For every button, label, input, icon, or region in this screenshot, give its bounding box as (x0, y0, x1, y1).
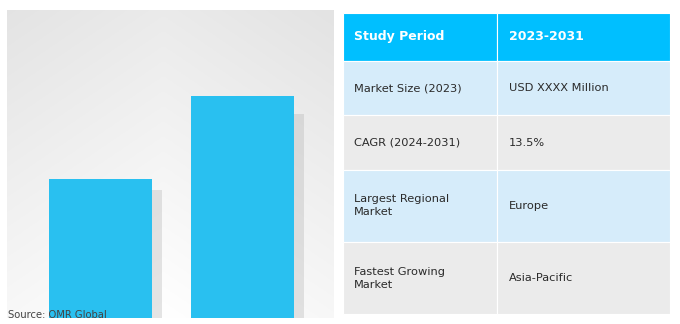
Text: Market Size (2023): Market Size (2023) (354, 83, 462, 93)
Text: Asia-Pacific: Asia-Pacific (509, 273, 573, 283)
Text: 2023-2031: 2023-2031 (509, 30, 583, 43)
Bar (343, 170, 496, 242)
Text: USD XXXX Million: USD XXXX Million (509, 83, 609, 93)
Text: Fastest Growing
Market: Fastest Growing Market (354, 267, 445, 290)
Bar (496, 170, 670, 242)
Text: Source: OMR Global: Source: OMR Global (8, 310, 107, 320)
Text: Study Period: Study Period (354, 30, 444, 43)
Bar (343, 13, 496, 61)
Bar (343, 115, 496, 170)
FancyBboxPatch shape (56, 190, 162, 318)
FancyBboxPatch shape (199, 114, 303, 318)
Bar (50, 179, 152, 318)
Text: 13.5%: 13.5% (509, 137, 545, 147)
Bar (496, 13, 670, 61)
Bar (496, 61, 670, 115)
Bar (496, 115, 670, 170)
Text: Europe: Europe (509, 201, 549, 211)
Text: CAGR (2024-2031): CAGR (2024-2031) (354, 137, 460, 147)
Bar (191, 96, 294, 318)
Text: Largest Regional
Market: Largest Regional Market (354, 194, 449, 217)
Bar (343, 242, 496, 314)
Title: HYDROGEN ENERGY STORAGE MARKET: HYDROGEN ENERGY STORAGE MARKET (47, 0, 293, 3)
Bar (343, 61, 496, 115)
Bar (496, 242, 670, 314)
